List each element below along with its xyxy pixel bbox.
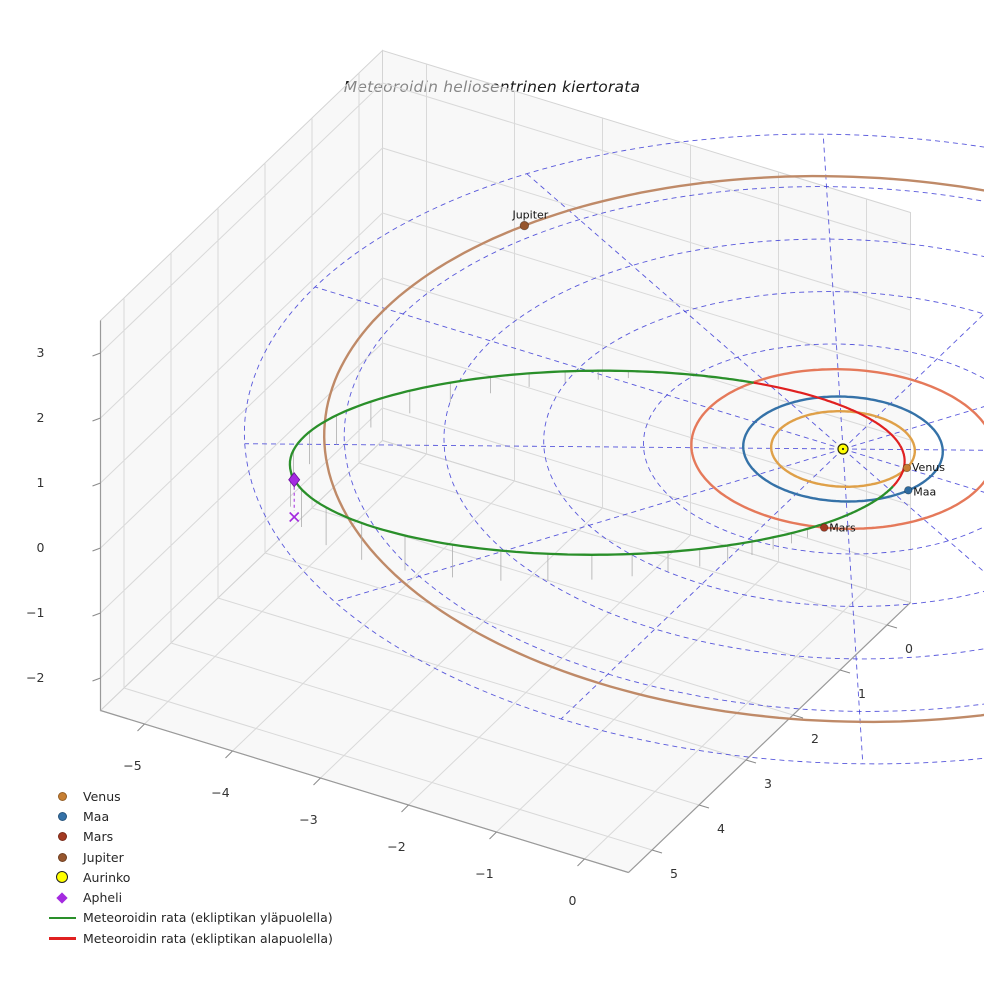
legend-marker [57, 832, 67, 842]
legend-label: Apheli [83, 890, 123, 906]
y-axis-tick-label: 3 [764, 776, 772, 791]
legend-item-mars: Mars [44, 827, 333, 847]
planet-marker-jupiter [519, 220, 530, 231]
legend-marker [57, 791, 67, 801]
planet-marker-venus [902, 463, 912, 473]
orbit-venus [770, 410, 916, 488]
legend-marker-cell [44, 811, 80, 821]
legend-item-apheli: Apheli [44, 887, 333, 907]
planet-marker-maa [904, 486, 913, 495]
legend-marker [56, 871, 68, 884]
x-axis-tick-label: −1 [475, 866, 493, 881]
legend-marker [56, 891, 68, 904]
legend-marker [57, 811, 67, 821]
x-axis-tick-label: −5 [123, 758, 141, 773]
planet-label-jupiter: Jupiter [511, 209, 548, 222]
y-axis-tick-label: 2 [811, 731, 819, 746]
legend-marker-cell [44, 891, 80, 904]
orbit-mars [690, 368, 984, 530]
legend-marker-cell [44, 832, 80, 842]
y-axis-tick-label: 4 [717, 821, 725, 836]
meteoroid-orbit-below [892, 445, 906, 487]
axis-lines [99, 320, 911, 874]
legend-label: Meteoroidin rata (ekliptikan yläpuolella… [83, 910, 333, 926]
aphelion-diamond-marker [288, 472, 301, 488]
orbit-maa [741, 395, 945, 503]
legend-marker [48, 936, 76, 940]
legend-marker-cell [44, 852, 80, 862]
y-axis-tick-label: 0 [905, 641, 913, 656]
x-axis-tick-label: −2 [387, 839, 405, 854]
legend-item-venus: Venus [44, 786, 333, 806]
z-axis-tick-label: 0 [37, 540, 45, 555]
legend-label: Mars [83, 829, 114, 845]
legend-item-jupiter: Jupiter [44, 847, 333, 867]
z-axis-tick-label: 1 [37, 475, 45, 490]
aphelion-marker-group [288, 472, 301, 523]
sun-marker-group [837, 443, 849, 455]
x-axis-tick-label: −4 [211, 785, 229, 800]
legend-marker-cell [44, 916, 80, 920]
legend-marker-cell [44, 791, 80, 801]
legend-label: Venus [83, 788, 121, 804]
x-axis-tick-label: −3 [299, 812, 317, 827]
y-axis-tick-label: 1 [858, 686, 866, 701]
z-axis-tick-label: 2 [37, 410, 45, 425]
z-axis-tick-label: 3 [37, 345, 45, 360]
legend-label: Jupiter [83, 849, 124, 865]
planet-orbits [322, 174, 984, 724]
y-axis-tick-label: 5 [670, 866, 678, 881]
meteoroid-orbit-below [753, 381, 902, 447]
legend-item-meteoroid-below: Meteoroidin rata (ekliptikan alapuolella… [44, 928, 333, 948]
planet-label-mars: Mars [829, 522, 856, 535]
planet-labels: Venus Maa Mars Jupiter [511, 209, 945, 535]
legend: Venus Maa Mars Jupiter Aurinko Apheli Me… [44, 786, 333, 948]
z-axis-tick-label: −2 [26, 670, 44, 685]
legend-marker [57, 852, 67, 862]
legend-marker-cell [44, 936, 80, 940]
planet-label-venus: Venus [912, 461, 945, 474]
sun-center-dot [841, 447, 845, 451]
z-axis-tick-label: −1 [26, 605, 44, 620]
planet-label-maa: Maa [913, 485, 936, 498]
legend-item-meteoroid-above: Meteoroidin rata (ekliptikan yläpuolella… [44, 908, 333, 928]
legend-marker [48, 916, 76, 920]
axis-tick-labels: −5 −4 −3 −2 −1 0 0 1 2 3 4 5 −2 −1 0 1 2 3 [26, 345, 913, 908]
x-axis-tick-label: 0 [569, 893, 577, 908]
legend-label: Maa [83, 808, 110, 824]
orbit-jupiter [322, 174, 984, 724]
planet-marker-mars [820, 523, 829, 532]
legend-item-aurinko: Aurinko [44, 867, 333, 887]
legend-marker-cell [44, 871, 80, 884]
legend-item-maa: Maa [44, 806, 333, 826]
planet-markers [519, 220, 913, 532]
legend-label: Aurinko [83, 869, 131, 885]
meteoroid-orbit-above [288, 369, 894, 556]
legend-label: Meteoroidin rata (ekliptikan alapuolella… [83, 930, 333, 946]
meteoroid-orbit [288, 369, 906, 556]
axes-panes [99, 49, 912, 874]
